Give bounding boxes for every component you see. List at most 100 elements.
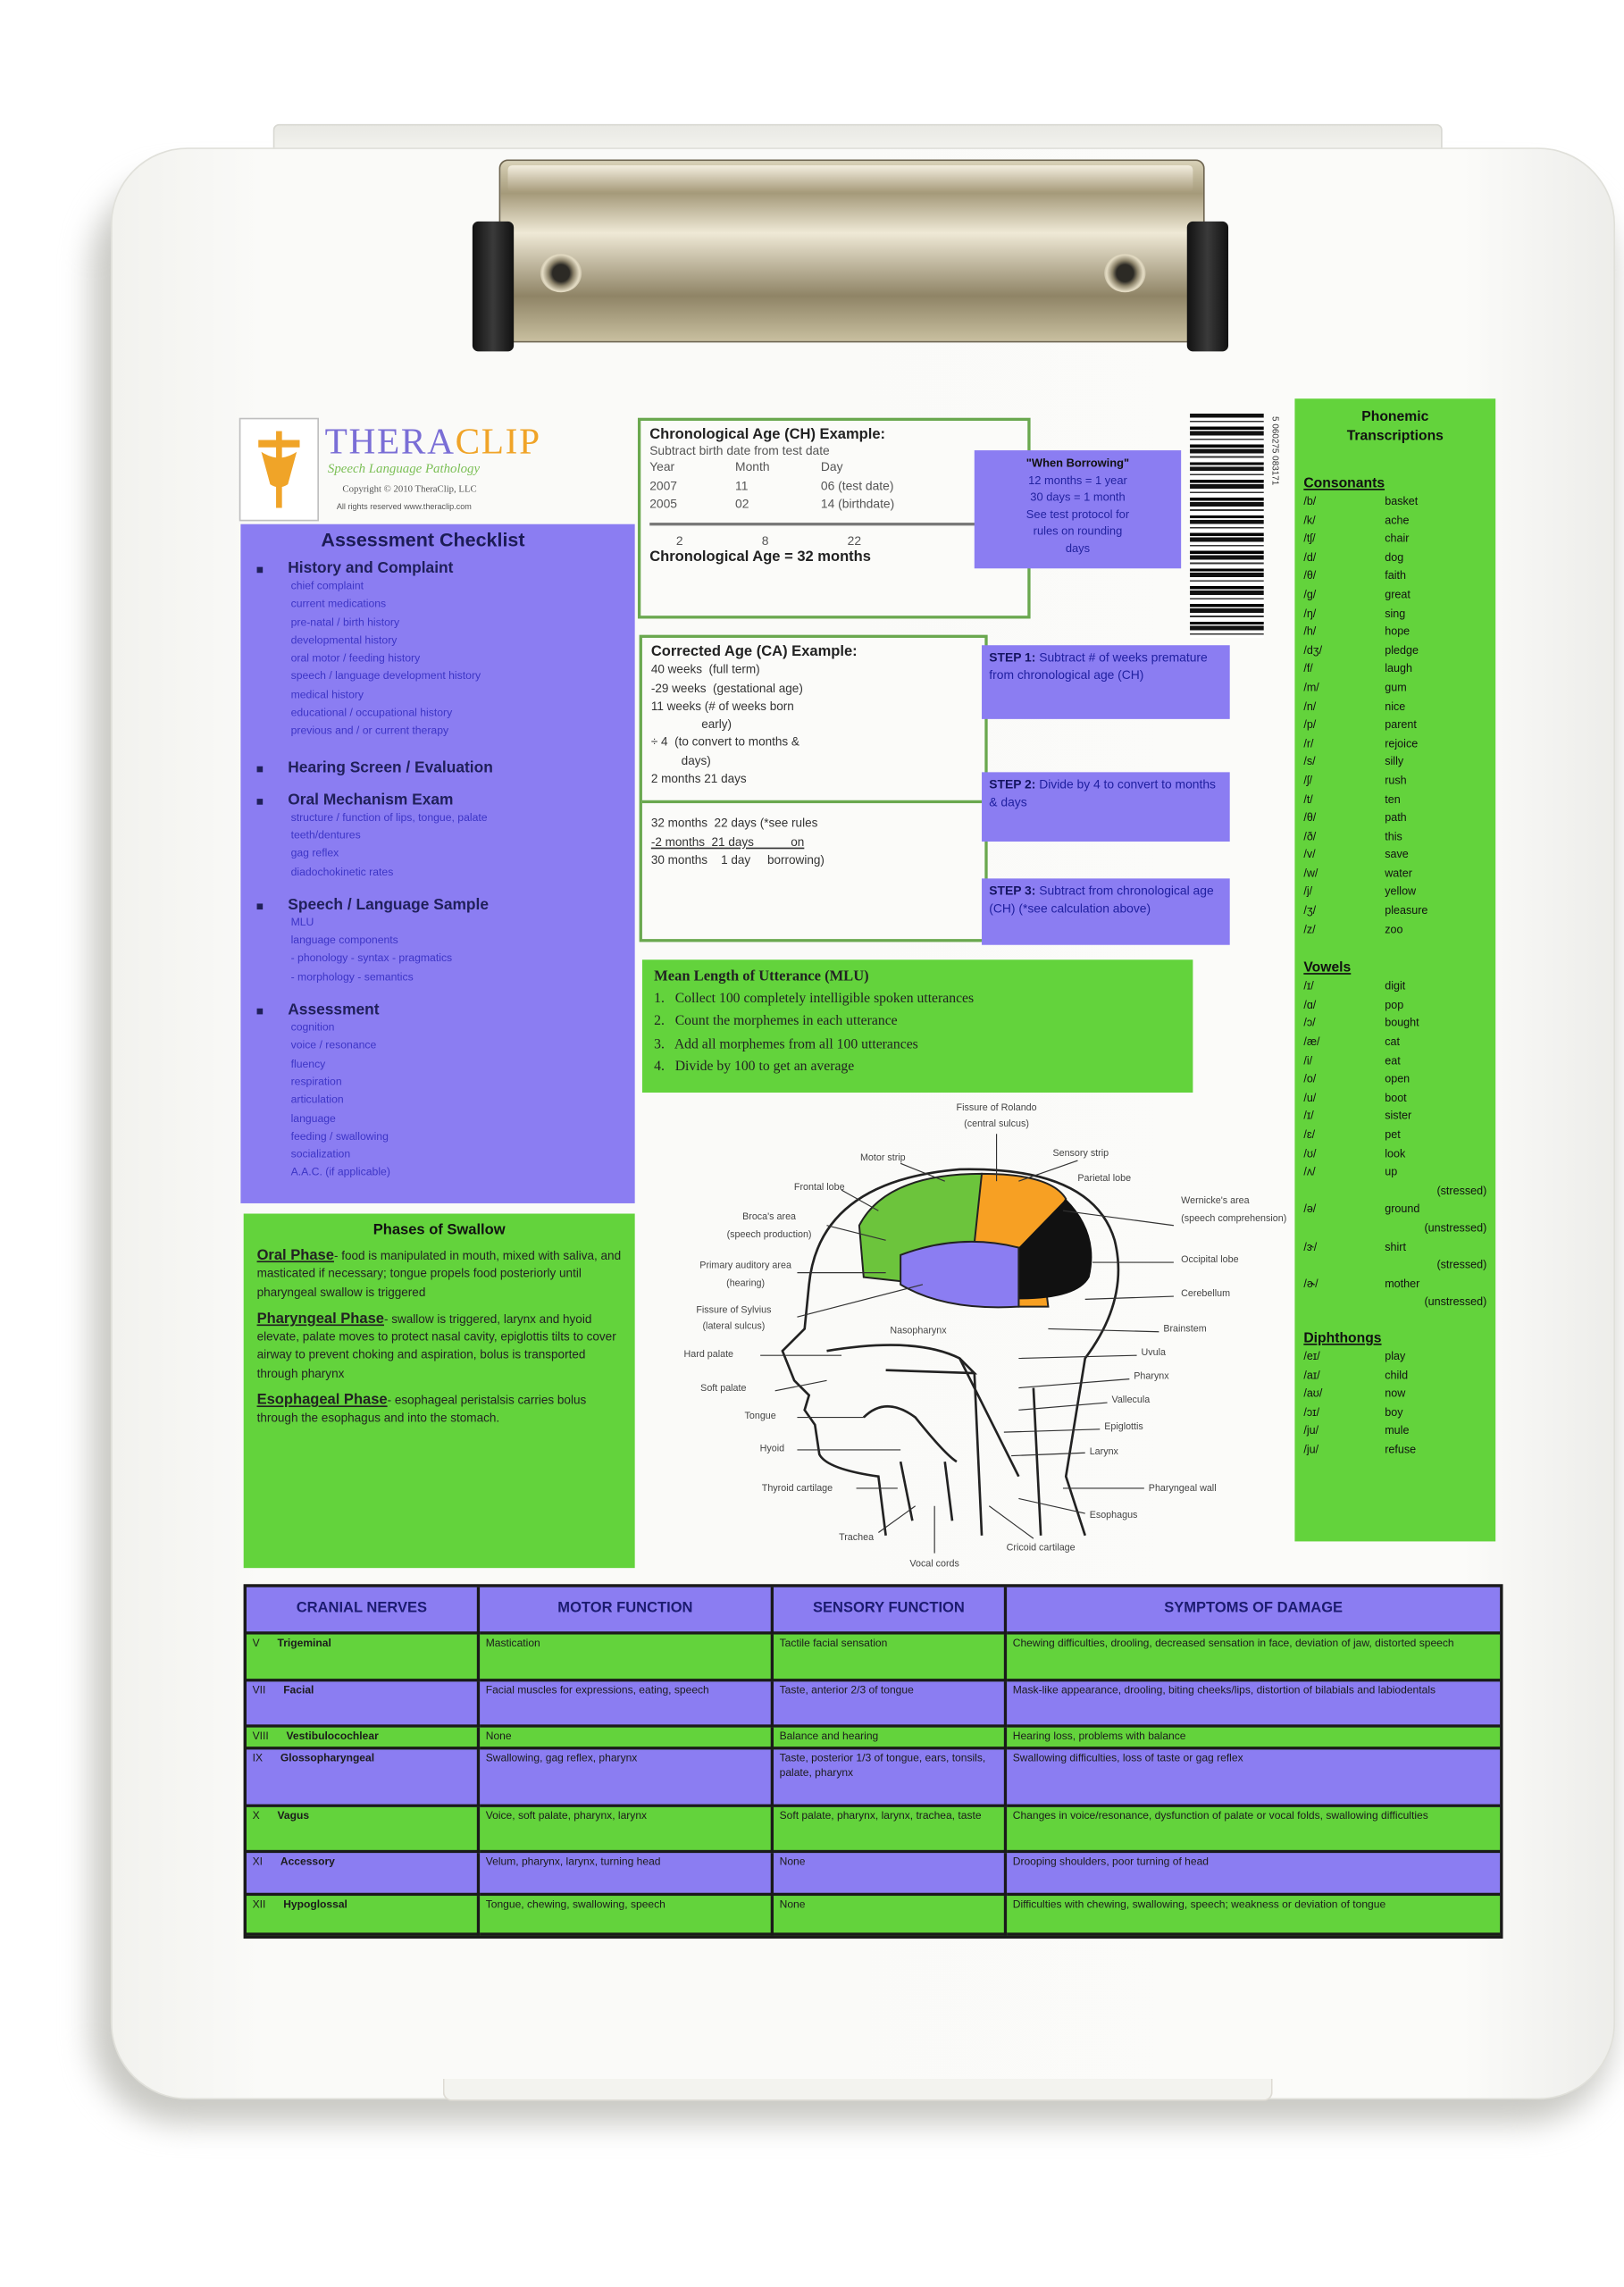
phonemic-title: Phonemic Transcriptions	[1303, 407, 1486, 446]
phoneme-symbol: /ŋ/	[1303, 606, 1317, 620]
phoneme-entry: /ju/mule	[1303, 1422, 1486, 1441]
checklist-heading: Assessment	[253, 1001, 635, 1018]
phoneme-entry: /ɚ/mother (unstressed)	[1303, 1276, 1486, 1313]
motor-cell: Swallowing, gag reflex, pharynx	[480, 1749, 774, 1807]
phoneme-note: (stressed)	[1436, 1258, 1487, 1272]
ch-grid: Year Month Day 2007 11 06 (test date) 2005 02 14…	[649, 457, 1018, 513]
phoneme-symbol: /tʃ/	[1303, 532, 1316, 546]
label-broca: Broca's area	[742, 1211, 796, 1222]
phoneme-entry: /ɪ/sister	[1303, 1108, 1486, 1127]
table-row: VIII Vestibulocochlear None Balance and hea…	[247, 1727, 1501, 1750]
copyright-text: Copyright © 2010 TheraClip, LLC	[342, 484, 477, 495]
phoneme-symbol: /æ/	[1303, 1035, 1320, 1049]
checklist-item: voice / resonance	[290, 1038, 377, 1052]
checklist-item: developmental history	[290, 632, 398, 647]
ch-cell: 02	[735, 496, 749, 511]
ch-result-month: 8	[761, 532, 769, 548]
checklist-heading: Hearing Screen / Evaluation	[253, 758, 635, 776]
phoneme-example: digit	[1385, 979, 1406, 993]
table-header-cell: SYMPTOMS OF DAMAGE	[1007, 1587, 1501, 1635]
nerve-number: VIII	[252, 1729, 269, 1743]
step-label: STEP 3:	[989, 883, 1036, 898]
table-row: V Trigeminal Mastication Tactile facial sen…	[247, 1634, 1501, 1682]
temporal-lobe-region	[900, 1240, 1020, 1309]
phoneme-example: pop	[1385, 997, 1404, 1011]
phonemic-transcriptions-panel: Phonemic Transcriptions Consonants/b/bas…	[1294, 398, 1496, 1542]
checklist-section: Oral Mechanism Exam structure / function …	[253, 791, 635, 881]
phoneme-example: ache	[1385, 513, 1410, 527]
phoneme-entry: /tʃ/chair	[1303, 531, 1486, 549]
checklist-item: fluency	[290, 1056, 326, 1070]
clip-lever-right	[1186, 221, 1229, 352]
label-trachea: Trachea	[839, 1532, 874, 1543]
symptoms-cell: Chewing difficulties, drooling, decrease…	[1007, 1634, 1501, 1682]
checklist-item: respiration	[290, 1075, 342, 1088]
checklist-heading: Oral Mechanism Exam	[253, 791, 635, 808]
barcode	[1190, 413, 1264, 638]
swallow-phase-name: Pharyngeal Phase	[256, 1311, 384, 1328]
ch-cell: 11	[735, 477, 749, 493]
phoneme-example: dog	[1385, 550, 1404, 564]
nerve-cell: XI Accessory	[247, 1853, 481, 1897]
phoneme-entry: /ɪ/digit	[1303, 978, 1486, 997]
phoneme-entry: /ɔ/bought	[1303, 1015, 1486, 1034]
phoneme-example: silly	[1385, 755, 1404, 768]
diagram-labels: Fissure of Rolando (central sulcus) Moto…	[684, 1102, 1287, 1570]
phoneme-example: child	[1385, 1368, 1409, 1382]
phoneme-entry: /ɛ/pet	[1303, 1127, 1486, 1145]
checklist-item: speech / language development history	[290, 669, 481, 683]
borrow-line: days	[1065, 540, 1091, 555]
phoneme-entry: /f/laugh	[1303, 660, 1486, 679]
phoneme-entry: /g/great	[1303, 586, 1486, 605]
checklist-item: socialization	[290, 1147, 351, 1161]
phoneme-entry: /t/ten	[1303, 791, 1486, 809]
phoneme-entry: /h/hope	[1303, 624, 1486, 642]
ca-line: -29 weeks (gestational age)	[650, 681, 803, 695]
phoneme-symbol: /o/	[1303, 1072, 1317, 1086]
borrow-line: 30 days = 1 month	[1030, 490, 1126, 504]
table-header-cell: SENSORY FUNCTION	[774, 1587, 1008, 1635]
phoneme-entry: /ʌ/up (stressed)	[1303, 1164, 1486, 1202]
when-borrowing-note: "When Borrowing" 12 months = 1 year 30 da…	[974, 450, 1182, 569]
nerve-number: X	[252, 1808, 260, 1822]
ca-calc-line: -2 months 21 days on	[650, 834, 805, 849]
phoneme-symbol: /g/	[1303, 587, 1317, 601]
borrow-line: See test protocol for	[1025, 507, 1130, 521]
phoneme-symbol: /ɑ/	[1303, 997, 1317, 1011]
phoneme-entry: /θ/faith	[1303, 567, 1486, 586]
phoneme-example: boy	[1385, 1404, 1403, 1419]
brand-name-part2: CLIP	[455, 422, 541, 463]
phoneme-example: rejoice	[1385, 736, 1419, 750]
phoneme-example: yellow	[1385, 884, 1417, 899]
phoneme-entry: /θ/path	[1303, 809, 1486, 828]
checklist-section: Assessment cognition voice / resonance flue…	[253, 1001, 635, 1183]
swallow-phase-name: Oral Phase	[256, 1247, 334, 1264]
ca-line: 11 weeks (# of weeks born	[650, 700, 794, 714]
step-label: STEP 1:	[989, 649, 1036, 665]
phoneme-example: great	[1385, 587, 1411, 601]
phoneme-example: play	[1385, 1349, 1406, 1363]
motor-cell: Velum, pharynx, larynx, turning head	[480, 1853, 774, 1897]
phoneme-symbol: /f/	[1303, 661, 1313, 675]
phoneme-symbol: /k/	[1303, 513, 1316, 527]
phoneme-symbol: /aʊ/	[1303, 1386, 1323, 1400]
table-header-cell: CRANIAL NERVES	[247, 1587, 481, 1635]
ch-title: Chronological Age (CH) Example:	[649, 426, 886, 443]
nerve-cell: V Trigeminal	[247, 1634, 481, 1682]
ca-divider	[641, 800, 985, 804]
phoneme-symbol: /eɪ/	[1303, 1349, 1320, 1363]
label-pharynx: Pharynx	[1134, 1371, 1169, 1382]
phoneme-symbol: /z/	[1303, 922, 1316, 936]
ca-calculation: 32 months 22 days (*see rules -2 months 2…	[651, 816, 976, 870]
cranial-nerves-table: CRANIAL NERVES MOTOR FUNCTION SENSORY FUNC…	[243, 1584, 1503, 1939]
phoneme-symbol: /ɔɪ/	[1303, 1404, 1320, 1419]
sensory-cell: None	[774, 1853, 1008, 1897]
clip-rivet-left	[540, 254, 582, 293]
checklist-section: Hearing Screen / Evaluation	[253, 758, 635, 776]
step-2-note: STEP 2: Divide by 4 to convert to months…	[982, 772, 1230, 842]
checklist-item: educational / occupational history	[290, 706, 453, 719]
phoneme-entry: /i/eat	[1303, 1052, 1486, 1071]
ch-cell: 06 (test date)	[820, 477, 894, 493]
checklist-item: feeding / swallowing	[290, 1129, 389, 1143]
checklist-section: History and Complaint chief complaint curr…	[253, 559, 635, 741]
